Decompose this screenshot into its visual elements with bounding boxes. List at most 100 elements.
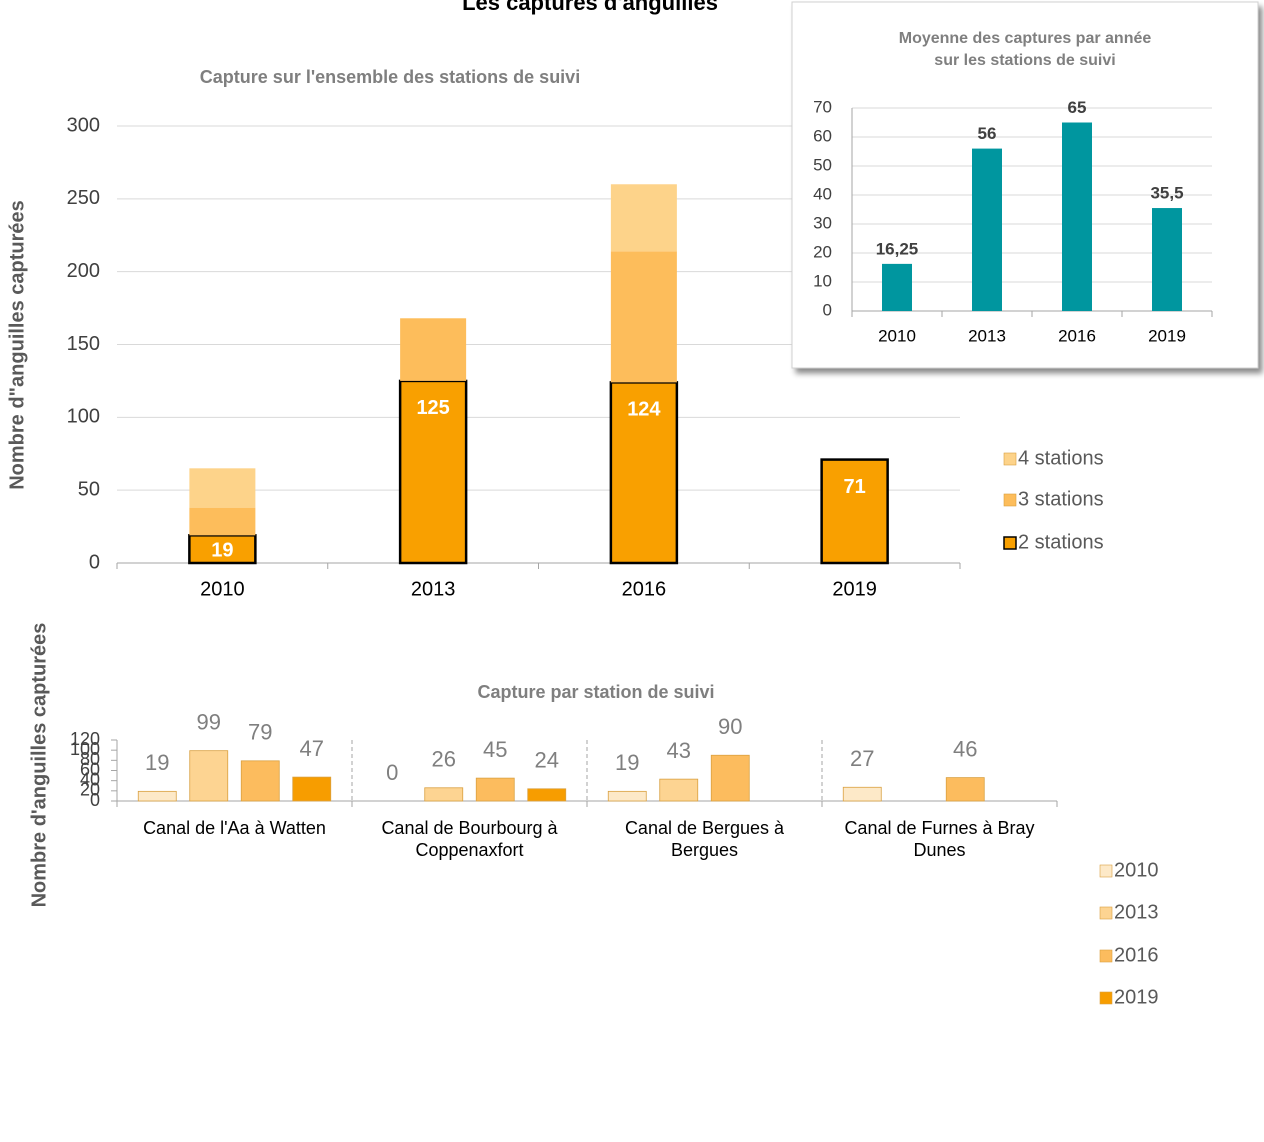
legend-label: 2010 [1114,859,1159,881]
data-label: 16,25 [876,239,919,258]
bar [475,777,515,802]
data-label: 27 [850,746,874,771]
x-tick-label: 2013 [411,578,456,600]
y-tick-label: 0 [89,551,100,573]
data-label: 71 [844,476,866,498]
legend-swatch [1099,906,1113,920]
chart-title: Moyenne des captures par année [899,30,1152,47]
legend-swatch [1003,452,1017,466]
data-label: 47 [300,736,324,761]
y-tick-label: 60 [813,126,832,145]
legend-label: 2013 [1114,901,1159,923]
y-axis-label: Nombre d"anguilles capturées [6,200,28,490]
x-tick-label: 2016 [1058,326,1096,345]
y-tick-label: 200 [67,260,100,282]
x-tick-label: Dunes [913,840,965,860]
y-tick-label: 30 [813,213,832,232]
inset-chart: Moyenne des captures par année sur les st… [813,30,1213,345]
x-tick-label: Canal de Bourbourg à [381,818,558,838]
data-label: 45 [483,737,507,762]
x-tick-label: 2019 [1148,326,1186,345]
data-label: 0 [386,760,398,785]
bar-segment [610,184,677,252]
y-tick-label: 20 [813,242,832,261]
y-tick-label: 150 [67,333,100,355]
y-tick-label: 250 [67,187,100,209]
chart-title: sur les stations de suivi [934,52,1115,69]
y-tick-label: 100 [67,406,100,428]
y-tick-label: 10 [813,271,832,290]
bar [710,754,750,802]
bar [607,790,647,802]
legend-label: 2016 [1114,944,1159,966]
data-label: 26 [432,747,456,772]
x-tick-label: 2016 [622,578,667,600]
bar [842,786,882,802]
y-tick-label: 0 [90,790,100,810]
bar-segment [189,468,256,508]
y-axis-label: Nombre d'anguilles capturées [28,623,50,908]
y-tick-label: 120 [70,729,100,749]
y-tick-label: 60 [80,759,100,779]
y-tick-label: 40 [80,769,100,789]
bar-segment [610,251,677,383]
x-tick-label: 2013 [968,326,1006,345]
data-label: 65 [1068,98,1087,117]
y-tick-label: 0 [823,300,832,319]
bar [189,750,229,802]
legend-swatch [1099,991,1113,1005]
legend-label: 2 stations [1018,531,1104,553]
data-label: 79 [248,720,272,745]
bar [424,787,464,802]
data-label: 19 [211,539,233,561]
y-tick-label: 100 [70,739,100,759]
x-tick-label: Canal de Bergues à [625,818,785,838]
bar [659,778,699,802]
data-label: 124 [627,399,661,421]
x-tick-label: Bergues [671,840,738,860]
y-tick-label: 50 [813,155,832,174]
bar [972,148,1002,311]
y-tick-label: 70 [813,97,832,116]
legend-label: 4 stations [1018,447,1104,469]
page-title: Les captures d'anguilles [462,0,718,15]
legend-swatch [1003,493,1017,507]
bar [240,760,280,802]
data-label: 90 [718,714,742,739]
bar [1152,208,1182,311]
x-tick-label: 2010 [200,578,245,600]
data-label: 19 [615,750,639,775]
data-label: 125 [416,397,449,419]
bar [1062,122,1092,311]
bar-segment [398,379,468,565]
y-tick-label: 80 [80,749,100,769]
y-tick-label: 50 [78,478,100,500]
bar-segment [400,318,467,381]
bar [292,776,332,802]
bar [137,790,177,802]
legend-swatch [1099,949,1113,963]
chart-title: Capture par station de suivi [477,682,714,702]
bar-segment [820,458,889,565]
data-label: 35,5 [1150,184,1183,203]
data-label: 19 [145,750,169,775]
y-tick-label: 20 [80,780,100,800]
bar [527,788,567,802]
x-tick-label: 2010 [878,326,916,345]
data-label: 24 [535,748,559,773]
bar-segment [189,507,256,536]
x-tick-label: Canal de l'Aa à Watten [143,818,326,838]
bar [945,777,985,802]
bar-segment [609,381,679,565]
data-label: 43 [667,738,691,763]
legend-swatch [1099,864,1113,878]
legend-label: 2019 [1114,986,1159,1008]
x-tick-label: Canal de Furnes à Bray [844,818,1034,838]
bar [882,263,912,311]
data-label: 56 [978,124,997,143]
chart-title: Capture sur l'ensemble des stations de s… [200,67,580,87]
x-tick-label: 2019 [832,578,877,600]
legend-label: 3 stations [1018,488,1104,510]
y-tick-label: 40 [813,184,832,203]
